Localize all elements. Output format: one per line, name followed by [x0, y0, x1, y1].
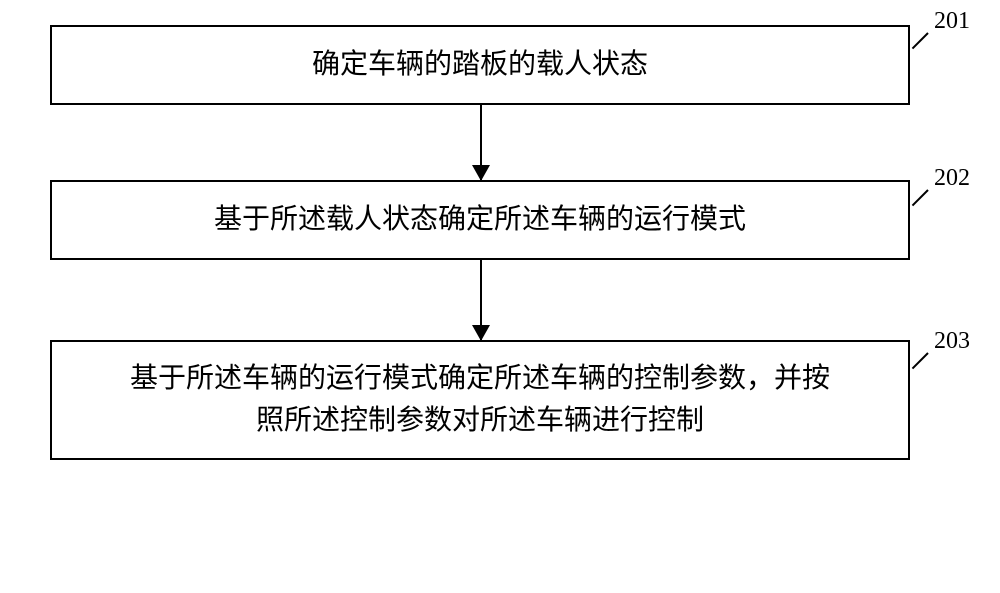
label-text-203: 203 [934, 328, 970, 354]
step-label-202: 202 [934, 165, 970, 192]
step-label-203: 203 [934, 328, 970, 355]
connector-2-3 [480, 260, 482, 340]
step-label-201: 201 [934, 8, 970, 35]
label-text-201: 201 [934, 8, 970, 34]
arrow-head-icon [472, 165, 490, 181]
flow-step-2-text: 基于所述载人状态确定所述车辆的运行模式 [214, 199, 746, 241]
flow-step-2: 基于所述载人状态确定所述车辆的运行模式 [50, 180, 910, 260]
connector-1-2 [480, 105, 482, 180]
flow-step-3: 基于所述车辆的运行模式确定所述车辆的控制参数，并按照所述控制参数对所述车辆进行控… [50, 340, 910, 460]
label-text-202: 202 [934, 165, 970, 191]
flowchart-container: 确定车辆的踏板的载人状态 基于所述载人状态确定所述车辆的运行模式 基于所述车辆的… [50, 25, 950, 460]
flow-step-1: 确定车辆的踏板的载人状态 [50, 25, 910, 105]
flow-step-3-text: 基于所述车辆的运行模式确定所述车辆的控制参数，并按照所述控制参数对所述车辆进行控… [120, 358, 840, 442]
arrow-head-icon [472, 325, 490, 341]
flow-step-1-text: 确定车辆的踏板的载人状态 [312, 44, 648, 86]
